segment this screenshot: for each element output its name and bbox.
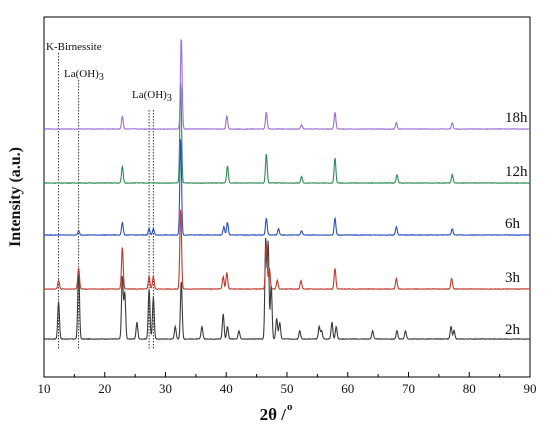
x-tick-label: 40 xyxy=(220,381,233,396)
series-label: 2h xyxy=(505,322,521,338)
plot-frame xyxy=(43,16,531,378)
series-label: 12h xyxy=(505,164,528,180)
x-tick-label: 30 xyxy=(159,381,172,396)
series-label: 18h xyxy=(505,110,528,126)
series-line-3h xyxy=(43,209,531,291)
series-line-18h xyxy=(43,39,531,131)
y-axis-title: Intensity (a.u.) xyxy=(7,147,24,247)
x-tick-label: 10 xyxy=(38,381,51,396)
x-tick-label: 70 xyxy=(402,381,415,396)
series-line-6h xyxy=(43,139,531,237)
reference-lines xyxy=(58,53,154,349)
x-tick-label: 50 xyxy=(281,381,294,396)
x-axis-ticks: 10 20 30 40 50 60 70 80 90 xyxy=(38,372,537,396)
x-axis-title-main: 2θ / xyxy=(260,405,287,424)
x-axis-title-degree: o xyxy=(287,401,293,413)
x-tick-label: 80 xyxy=(463,381,476,396)
annotations: K-Birnessite La(OH)3 La(OH)3 xyxy=(46,41,172,104)
annotation-label: La(OH)3 xyxy=(64,68,104,83)
x-tick-label: 60 xyxy=(341,381,354,396)
series-group: 2h 3h 6h 12h 18h xyxy=(43,39,531,341)
series-label: 3h xyxy=(505,270,521,286)
x-tick-label: 20 xyxy=(98,381,111,396)
annotation-label: K-Birnessite xyxy=(46,41,102,53)
annotation-label: La(OH)3 xyxy=(132,89,172,104)
series-line-2h xyxy=(43,237,531,341)
x-tick-label: 90 xyxy=(524,381,537,396)
series-label: 6h xyxy=(505,216,521,232)
series-line-12h xyxy=(43,83,531,185)
x-axis-title: 2θ / o xyxy=(260,401,293,424)
